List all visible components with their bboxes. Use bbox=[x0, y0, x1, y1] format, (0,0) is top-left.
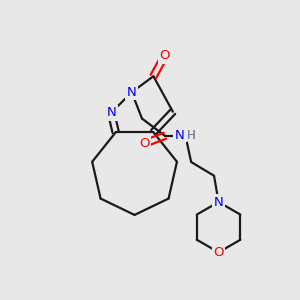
Text: N: N bbox=[106, 106, 116, 119]
Text: N: N bbox=[175, 129, 184, 142]
Text: N: N bbox=[175, 129, 184, 142]
Text: N: N bbox=[214, 196, 224, 208]
Text: N: N bbox=[127, 86, 136, 99]
Text: O: O bbox=[139, 137, 149, 150]
Text: H: H bbox=[187, 129, 195, 142]
Text: H: H bbox=[187, 129, 195, 142]
Text: O: O bbox=[213, 246, 224, 259]
Text: O: O bbox=[160, 49, 170, 62]
